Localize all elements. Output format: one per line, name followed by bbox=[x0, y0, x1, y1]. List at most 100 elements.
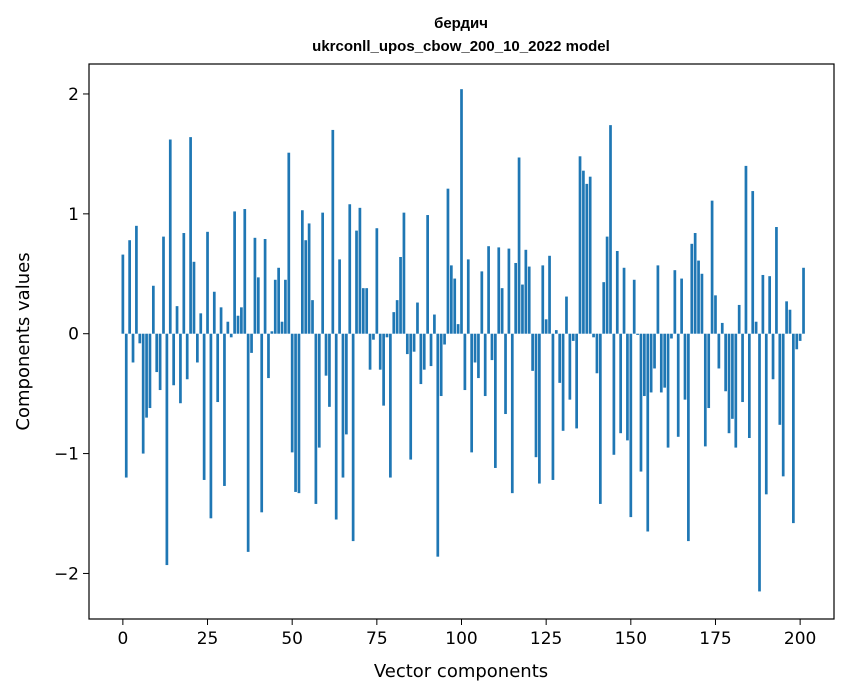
bar-127 bbox=[551, 333, 555, 480]
bar-56 bbox=[311, 300, 314, 334]
bar-187 bbox=[754, 321, 758, 334]
bar-133 bbox=[571, 333, 575, 341]
bar-96 bbox=[446, 188, 450, 334]
bar-71 bbox=[361, 288, 365, 334]
bar-100 bbox=[460, 89, 463, 334]
bar-194 bbox=[778, 333, 782, 425]
bar-93 bbox=[436, 333, 440, 557]
bar-104 bbox=[473, 333, 477, 363]
bar-107 bbox=[483, 333, 487, 397]
bar-34 bbox=[236, 315, 240, 334]
bar-94 bbox=[439, 333, 443, 397]
bar-25 bbox=[206, 231, 209, 334]
bar-78 bbox=[385, 333, 389, 338]
bar-120 bbox=[527, 266, 531, 334]
bar-162 bbox=[670, 333, 673, 339]
bar-47 bbox=[280, 321, 284, 334]
bar-172 bbox=[703, 333, 707, 447]
bar-184 bbox=[744, 165, 748, 334]
bar-161 bbox=[666, 333, 670, 448]
bar-129 bbox=[558, 333, 562, 383]
bar-28 bbox=[216, 333, 220, 403]
bar-46 bbox=[277, 267, 280, 334]
bar-149 bbox=[626, 333, 629, 441]
bar-16 bbox=[175, 306, 179, 334]
bar-76 bbox=[378, 333, 382, 370]
bar-35 bbox=[240, 307, 243, 334]
bar-52 bbox=[297, 333, 301, 494]
bar-101 bbox=[463, 333, 467, 391]
y-tick-label: −2 bbox=[54, 564, 79, 584]
bar-41 bbox=[260, 333, 264, 513]
bar-57 bbox=[314, 333, 318, 504]
bar-115 bbox=[510, 333, 514, 494]
y-tick-label: 0 bbox=[68, 325, 79, 345]
bar-62 bbox=[331, 129, 335, 334]
bar-27 bbox=[212, 291, 216, 334]
bar-1 bbox=[124, 333, 128, 478]
bar-144 bbox=[609, 125, 612, 334]
bar-152 bbox=[636, 333, 639, 335]
bar-170 bbox=[697, 260, 700, 334]
bar-148 bbox=[622, 267, 626, 334]
plot-frame bbox=[88, 63, 835, 620]
bar-131 bbox=[565, 296, 568, 334]
bar-175 bbox=[714, 295, 717, 334]
x-tick-label: 175 bbox=[699, 629, 731, 649]
bar-83 bbox=[402, 212, 406, 334]
bar-3 bbox=[131, 333, 135, 363]
bar-95 bbox=[443, 333, 446, 345]
y-tick-label: 2 bbox=[68, 85, 79, 105]
bar-97 bbox=[449, 265, 453, 334]
bar-6 bbox=[141, 333, 145, 454]
bar-137 bbox=[585, 183, 589, 334]
bar-123 bbox=[538, 333, 541, 484]
chart-title-line2: ukrconll_upos_cbow_200_10_2022 model bbox=[312, 38, 610, 55]
bar-143 bbox=[605, 236, 609, 334]
bar-140 bbox=[595, 333, 599, 374]
bar-53 bbox=[300, 210, 304, 334]
bar-118 bbox=[521, 284, 524, 334]
bar-165 bbox=[680, 278, 683, 334]
bar-74 bbox=[372, 333, 375, 340]
bar-85 bbox=[409, 333, 413, 460]
bar-64 bbox=[338, 259, 341, 334]
bar-67 bbox=[348, 204, 352, 334]
bar-201 bbox=[802, 267, 805, 334]
y-axis-ticks: −2 −1 0 1 2 bbox=[54, 85, 89, 584]
x-tick-label: 150 bbox=[615, 629, 647, 649]
bar-21 bbox=[192, 261, 196, 334]
bar-17 bbox=[179, 333, 182, 404]
bar-2 bbox=[128, 240, 131, 334]
bar-19 bbox=[185, 333, 189, 380]
bar-102 bbox=[466, 259, 470, 334]
bar-0 bbox=[121, 254, 125, 334]
bar-44 bbox=[270, 331, 274, 334]
bar-54 bbox=[304, 240, 308, 334]
bar-66 bbox=[345, 333, 348, 435]
bar-42 bbox=[263, 239, 267, 334]
bar-171 bbox=[700, 273, 704, 334]
bar-89 bbox=[422, 333, 426, 370]
bar-193 bbox=[775, 227, 778, 334]
bar-8 bbox=[148, 333, 152, 409]
bar-5 bbox=[138, 333, 142, 344]
bar-109 bbox=[490, 333, 494, 361]
bar-32 bbox=[229, 333, 233, 338]
bar-4 bbox=[135, 225, 138, 334]
bar-31 bbox=[226, 321, 230, 334]
bar-59 bbox=[321, 212, 325, 334]
bar-103 bbox=[470, 333, 474, 453]
bar-186 bbox=[751, 191, 755, 334]
x-tick-label: 75 bbox=[366, 629, 388, 649]
bar-111 bbox=[497, 247, 501, 334]
bar-65 bbox=[341, 333, 345, 478]
bar-38 bbox=[250, 333, 253, 353]
bar-146 bbox=[615, 251, 619, 334]
bar-108 bbox=[487, 246, 490, 334]
bar-14 bbox=[168, 139, 172, 334]
bar-50 bbox=[290, 333, 294, 453]
bar-98 bbox=[453, 278, 457, 334]
bar-154 bbox=[643, 333, 646, 397]
